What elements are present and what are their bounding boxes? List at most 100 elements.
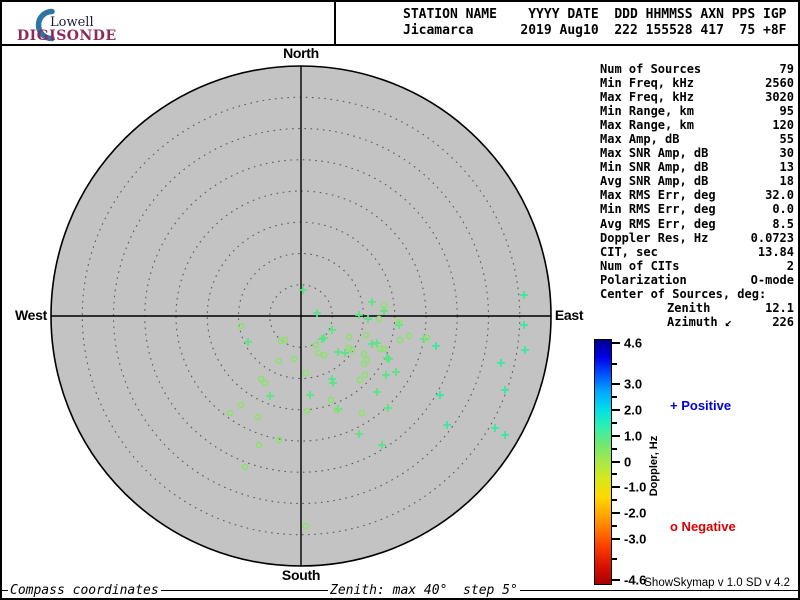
source-point-negative — [327, 396, 335, 404]
source-point-negative — [261, 379, 269, 387]
colorbar-major-tick — [612, 486, 620, 489]
version-text: ShowSkymap v 1.0 SD v 4.2 — [644, 577, 790, 589]
stat-row: Min Freq, kHz 2560 — [600, 76, 794, 90]
source-point-negative — [360, 350, 368, 358]
stat-row: Min RMS Err, deg 0.0 — [600, 202, 794, 216]
stat-row: Max Range, km 120 — [600, 118, 794, 132]
west-label: West — [15, 307, 47, 323]
stat-row: Max SNR Amp, dB 30 — [600, 146, 794, 160]
colorbar-minor-tick — [612, 499, 617, 502]
colorbar-major-tick — [612, 579, 620, 581]
colorbar-tick-label: 2.0 — [624, 402, 643, 418]
stat-label: Polarization — [600, 272, 687, 287]
source-point-negative — [290, 355, 298, 363]
source-point-positive — [382, 371, 390, 379]
source-point-positive — [328, 375, 336, 383]
source-point-negative — [275, 436, 283, 444]
zenith-scale-note: Zenith: max 40° step 5° — [328, 583, 520, 598]
source-point-negative — [345, 333, 353, 341]
stat-value: 2 — [786, 258, 794, 273]
source-point-negative — [281, 336, 289, 344]
source-point-negative — [405, 332, 413, 340]
stat-value: 0.0723 — [750, 230, 794, 245]
stat-value: 95 — [779, 104, 794, 119]
source-point-negative — [375, 315, 383, 323]
source-point-negative — [380, 302, 388, 310]
stat-row: Min SNR Amp, dB 13 — [600, 160, 794, 174]
source-point-negative — [320, 351, 328, 359]
source-point-positive — [364, 315, 372, 323]
stat-value: 12.1 — [765, 300, 794, 315]
stat-label: Max RMS Err, deg — [600, 188, 716, 203]
stat-label: Num of Sources — [600, 62, 702, 76]
lowell-digisonde-logo — [12, 4, 122, 44]
source-point-positive — [436, 391, 444, 399]
stat-label: Min RMS Err, deg — [600, 202, 716, 217]
stat-label: Max Freq, kHz — [600, 90, 694, 105]
stat-value: 13.84 — [757, 244, 794, 259]
stat-value: 18 — [779, 174, 794, 189]
stat-value: 0.0 — [772, 202, 794, 217]
source-point-negative — [360, 360, 368, 368]
stat-label: Max Range, km — [600, 118, 694, 133]
source-point-negative — [277, 337, 285, 345]
stat-row: Max Amp, dB 55 — [600, 132, 794, 146]
stat-value: 30 — [779, 146, 794, 161]
north-label: North — [283, 45, 319, 61]
colorbar-minor-tick — [612, 473, 617, 476]
colorbar-tick-label: -2.0 — [624, 505, 647, 521]
crescent-icon — [35, 8, 55, 42]
stat-label: Min SNR Amp, dB — [600, 160, 709, 175]
stat-label: Max SNR Amp, dB — [600, 146, 709, 161]
source-point-negative — [237, 401, 245, 409]
source-point-negative — [302, 369, 310, 377]
stat-value: 55 — [779, 132, 794, 147]
station-header-columns: STATION NAME YYYY DATE DDD HHMMSS AXN PP… — [403, 7, 787, 22]
source-point-positive — [497, 359, 505, 367]
source-point-negative — [361, 371, 369, 379]
source-point-positive — [392, 368, 400, 376]
stat-value: 13 — [779, 160, 794, 175]
stat-row: Azimuth ↙ 226 — [600, 315, 794, 329]
colorbar-tick-label: 3.0 — [624, 376, 643, 392]
source-point-positive — [306, 391, 314, 399]
stat-value: 2560 — [765, 76, 794, 91]
stat-row: Doppler Res, Hz 0.0723 — [600, 231, 794, 245]
colorbar-major-tick — [612, 434, 620, 437]
stat-row: Avg SNR Amp, dB 18 — [600, 174, 794, 188]
stat-row: Max RMS Err, deg 32.0 — [600, 188, 794, 202]
colorbar-minor-tick — [612, 362, 617, 365]
stat-label: Min Freq, kHz — [600, 76, 694, 91]
source-point-positive — [328, 326, 336, 334]
station-header-values: Jicamarca 2019 Aug10 222 155528 417 75 +… — [403, 23, 787, 38]
source-point-negative — [333, 406, 341, 414]
source-point-negative — [257, 375, 265, 383]
stat-value: 32.0 — [765, 188, 794, 203]
source-point-positive — [491, 424, 499, 432]
header-rule — [2, 44, 798, 46]
source-point-positive — [313, 309, 321, 317]
stat-value: 8.5 — [772, 216, 794, 231]
source-point-negative — [255, 441, 263, 449]
colorbar-major-tick — [612, 537, 620, 540]
source-point-negative — [356, 376, 364, 384]
station-header: STATION NAME YYYY DATE DDD HHMMSS AXN PP… — [403, 7, 787, 39]
source-point-positive — [368, 340, 376, 348]
source-point-positive — [443, 421, 451, 429]
source-point-negative — [362, 331, 370, 339]
stat-row: Min Range, km 95 — [600, 104, 794, 118]
source-point-negative — [423, 334, 431, 342]
source-point-negative — [226, 409, 234, 417]
colorbar-minor-tick — [612, 421, 617, 424]
source-point-positive — [373, 388, 381, 396]
stat-row: Center of Sources, deg: — [600, 287, 794, 301]
stat-label: Num of CITs — [600, 258, 680, 273]
source-point-positive — [266, 392, 274, 400]
source-point-positive — [244, 338, 252, 346]
colorbar-tick-label: 1.0 — [624, 428, 643, 444]
source-point-positive — [341, 349, 349, 357]
south-label: South — [281, 567, 321, 583]
logo-lowell-text: Lowell — [50, 15, 94, 30]
